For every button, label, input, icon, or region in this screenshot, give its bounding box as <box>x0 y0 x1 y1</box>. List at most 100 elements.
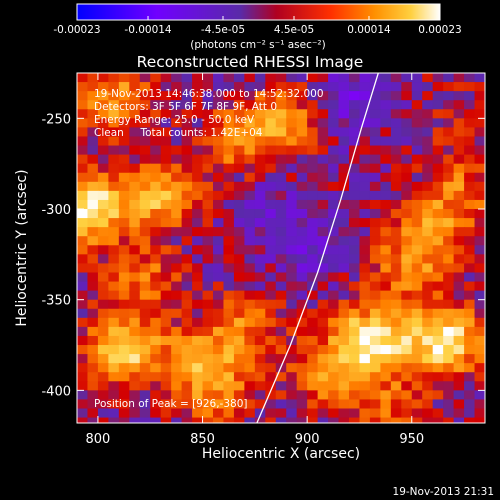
heatmap-cell <box>359 335 371 346</box>
heatmap-cell <box>213 399 225 410</box>
heatmap-cell <box>474 172 485 183</box>
heatmap-cell <box>139 109 151 119</box>
heatmap-cell <box>139 136 151 147</box>
heatmap-cell <box>213 408 225 419</box>
heatmap-cell <box>87 363 99 373</box>
heatmap-cell <box>411 335 423 346</box>
heatmap-cell <box>307 335 319 346</box>
heatmap-cell <box>307 109 319 119</box>
heatmap-cell <box>150 82 162 92</box>
heatmap-cell <box>265 417 277 423</box>
heatmap-cell <box>129 354 141 364</box>
heatmap-cell <box>380 263 392 274</box>
heatmap-cell <box>160 299 172 310</box>
heatmap-cell <box>338 199 350 210</box>
heatmap-cell <box>296 326 308 337</box>
heatmap-cell <box>160 109 172 119</box>
heatmap-cell <box>254 172 266 183</box>
heatmap-cell <box>307 136 319 147</box>
heatmap-cell <box>380 145 392 156</box>
heatmap-cell <box>432 326 444 337</box>
heatmap-cell <box>181 209 193 219</box>
heatmap-cell <box>349 82 361 92</box>
heatmap-cell <box>181 408 193 419</box>
heatmap-cell <box>307 181 319 192</box>
heatmap-cell <box>150 417 162 423</box>
heatmap-cell <box>213 227 225 237</box>
heatmap-cell <box>160 290 172 301</box>
heatmap-cell <box>432 272 444 283</box>
heatmap-cell <box>380 408 392 419</box>
heatmap-cell <box>390 172 402 183</box>
heatmap-cell <box>443 281 455 292</box>
heatmap-cell <box>265 390 277 401</box>
heatmap-cell <box>254 372 266 382</box>
heatmap-cell <box>129 236 141 246</box>
heatmap-cell <box>464 190 476 201</box>
heatmap-cell <box>369 100 381 110</box>
heatmap-cell <box>474 381 485 391</box>
heatmap-cell <box>223 91 235 101</box>
heatmap-cell <box>160 163 172 174</box>
heatmap-cell <box>453 109 465 119</box>
heatmap-cell <box>150 163 162 174</box>
heatmap-cell <box>118 281 130 292</box>
heatmap-cell <box>411 100 423 110</box>
heatmap-cell <box>118 209 130 219</box>
heatmap-cell <box>202 145 214 156</box>
heatmap-cell <box>171 245 183 255</box>
heatmap-cell <box>150 118 162 129</box>
heatmap-cell <box>77 91 89 101</box>
heatmap-cell <box>77 390 89 401</box>
heatmap-cell <box>380 245 392 255</box>
heatmap-cell <box>77 209 89 219</box>
heatmap-cell <box>118 172 130 183</box>
heatmap-cell <box>401 272 413 283</box>
heatmap-cell <box>233 190 245 201</box>
heatmap-cell <box>464 218 476 228</box>
heatmap-cell <box>422 254 434 265</box>
heatmap-cell <box>349 363 361 373</box>
heatmap-cell <box>213 390 225 401</box>
heatmap-cell <box>359 417 371 423</box>
heatmap-cell <box>369 245 381 255</box>
heatmap-cell <box>464 82 476 92</box>
heatmap-cell <box>233 290 245 301</box>
heatmap-cell <box>390 163 402 174</box>
heatmap-cell <box>171 172 183 183</box>
heatmap-cell <box>453 127 465 138</box>
heatmap-cell <box>275 199 287 210</box>
heatmap-cell <box>464 263 476 274</box>
heatmap-cell <box>244 399 256 410</box>
heatmap-cell <box>254 335 266 346</box>
heatmap-cell <box>223 227 235 237</box>
heatmap-cell <box>275 127 287 138</box>
heatmap-cell <box>338 335 350 346</box>
heatmap-cell <box>108 254 120 265</box>
heatmap-cell <box>150 263 162 274</box>
heatmap-cell <box>286 354 298 364</box>
heatmap-cell <box>202 218 214 228</box>
axis-ticks: 800 850 900 950-250-300-350-400 <box>41 73 485 447</box>
heatmap-cell <box>390 372 402 382</box>
y-tick-label: -300 <box>41 203 71 218</box>
heatmap-cell <box>244 335 256 346</box>
heatmap-cell <box>223 399 235 410</box>
heatmap-cell <box>464 326 476 337</box>
heatmap-cell <box>349 408 361 419</box>
heatmap-cell <box>192 118 204 129</box>
heatmap-cell <box>380 326 392 337</box>
heatmap-cell <box>464 354 476 364</box>
heatmap-cell <box>150 399 162 410</box>
heatmap-cell <box>275 118 287 129</box>
heatmap-cell <box>213 218 225 228</box>
heatmap-cell <box>192 127 204 138</box>
heatmap-cell <box>108 299 120 310</box>
heatmap-cell <box>108 345 120 355</box>
heatmap-cell <box>328 163 340 174</box>
heatmap-cell <box>77 363 89 373</box>
heatmap-cell <box>275 399 287 410</box>
heatmap-cell <box>244 154 256 165</box>
heatmap-cell <box>87 145 99 156</box>
heatmap-cell <box>160 227 172 237</box>
